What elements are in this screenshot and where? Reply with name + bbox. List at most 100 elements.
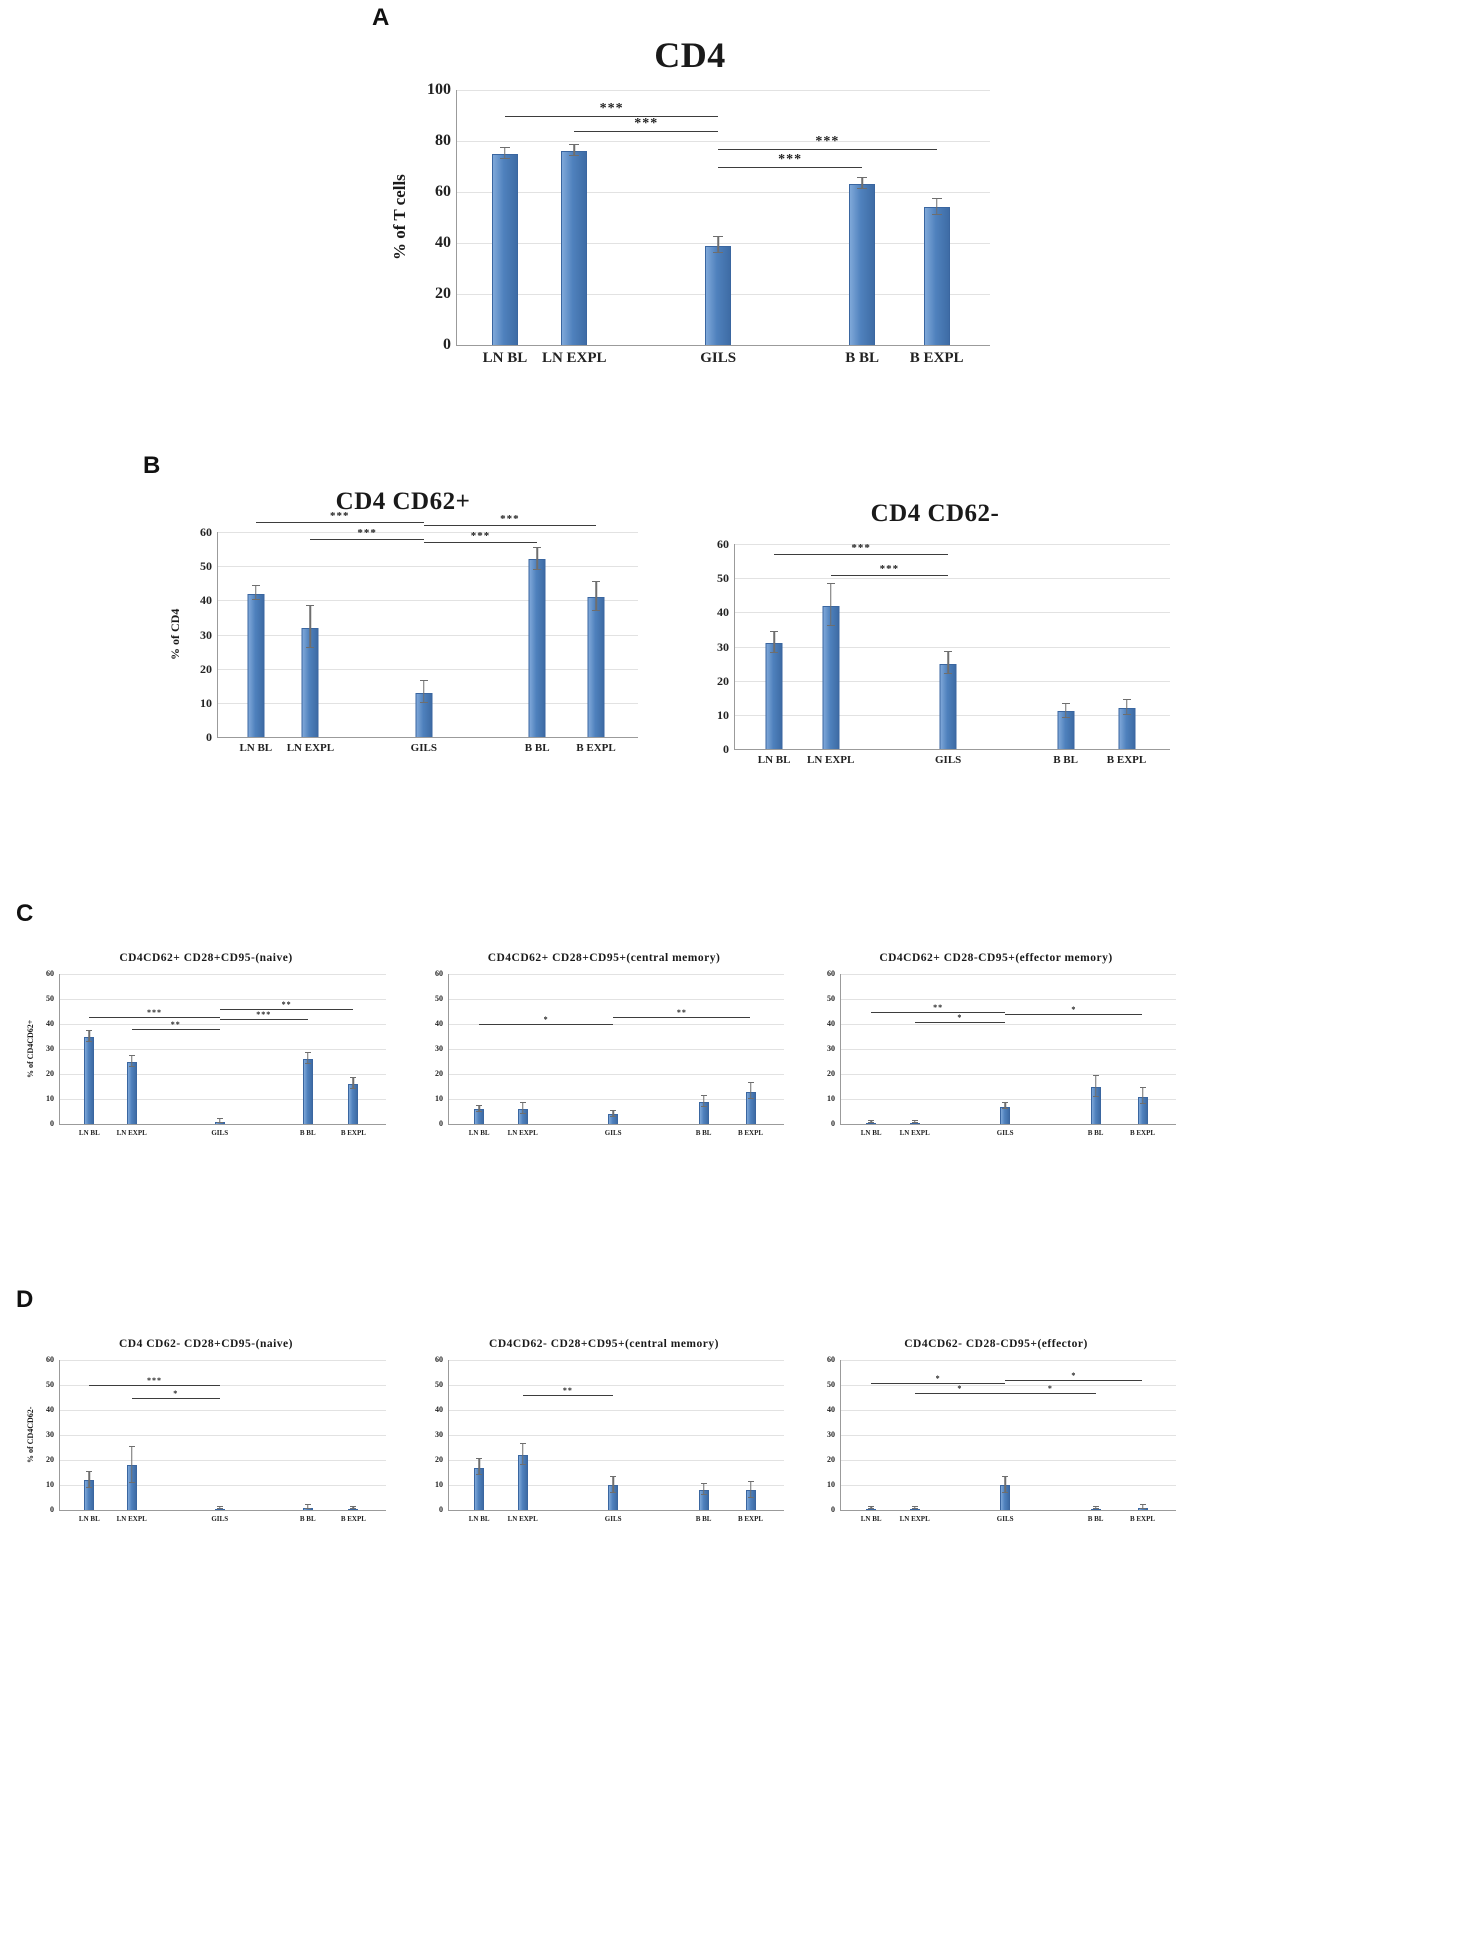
error-bar — [216, 1118, 223, 1123]
y-tick-label: 60 — [435, 969, 443, 978]
gridline — [449, 1410, 784, 1411]
y-tick-label: 80 — [435, 132, 451, 149]
gridline — [218, 600, 638, 602]
bar — [866, 1122, 877, 1124]
bar — [302, 1059, 313, 1124]
significance-label: ** — [676, 1007, 687, 1017]
chart-body: % of CD4CD62+ 0 10 20 30 40 50 60 LN BL LN EXPL GI… — [26, 970, 386, 1137]
significance-bracket: *** — [574, 116, 719, 132]
plot-area: 0 10 20 30 40 50 60 LN BL LN EXPL GILS B BL B EXPL *… — [827, 1356, 1176, 1523]
gridline — [457, 192, 990, 193]
significance-bracket: *** — [830, 563, 949, 576]
y-tick-label: 20 — [717, 673, 729, 688]
plot-area: 0 10 20 30 40 50 60 LN BL LN EXPL GILS B BL B EXPL *… — [717, 538, 1170, 766]
x-tick-label: LN EXPL — [899, 1515, 930, 1523]
significance-bracket: *** — [219, 1011, 308, 1020]
x-tick-label: B BL — [845, 350, 879, 366]
gridline — [841, 1410, 1176, 1411]
chart-body: 0 10 20 30 40 50 60 LN BL LN EXPL GILS B BL B EXPL *… — [816, 970, 1176, 1137]
y-tick-label: 30 — [46, 1044, 54, 1053]
gridline — [841, 1385, 1176, 1386]
significance-label: * — [957, 1012, 963, 1022]
significance-bracket: *** — [89, 1377, 220, 1386]
y-tick-label: 20 — [435, 1069, 443, 1078]
y-tick-label: 60 — [827, 1355, 835, 1364]
significance-label: *** — [851, 542, 871, 555]
significance-bracket: * — [479, 1016, 614, 1025]
significance-bracket: * — [1005, 1384, 1096, 1394]
y-tick-label: 40 — [46, 1019, 54, 1028]
x-tick-label: B EXPL — [340, 1515, 366, 1523]
chart-title: CD4 — [654, 35, 726, 75]
x-tick-label: B EXPL — [909, 350, 964, 366]
error-bar — [306, 605, 315, 649]
gridline — [841, 1099, 1176, 1100]
gridline — [60, 1024, 386, 1025]
error-bar — [1002, 1475, 1009, 1493]
x-tick-label: B BL — [1087, 1515, 1104, 1523]
y-tick-label: 0 — [723, 742, 729, 756]
plot-area: 0 10 20 30 40 50 60 LN BL LN EXPL GILS B BL B EXPL *… — [435, 970, 784, 1137]
bar — [822, 605, 840, 749]
gridline — [218, 532, 638, 533]
y-tick-label: 10 — [435, 1094, 443, 1103]
x-tick-label: GILS — [996, 1515, 1014, 1523]
x-tick-label: B BL — [1087, 1129, 1104, 1137]
panel-label-c: C — [16, 900, 34, 927]
y-tick-label: 20 — [46, 1455, 54, 1464]
x-tick-label: LN EXPL — [507, 1129, 538, 1137]
bar — [765, 643, 783, 749]
bar — [348, 1508, 359, 1510]
significance-bracket: *** — [718, 152, 863, 168]
error-bar — [944, 651, 953, 674]
gridline — [449, 1049, 784, 1050]
error-bar — [128, 1054, 135, 1067]
significance-bracket: *** — [89, 1008, 220, 1018]
error-bar — [931, 197, 942, 215]
y-tick-label: 10 — [827, 1480, 835, 1489]
x-tick-label: B BL — [695, 1129, 712, 1137]
x-tick-label: GILS — [996, 1129, 1014, 1137]
x-tick-label: GILS — [211, 1129, 229, 1137]
chart-cd4-cd62-negative: CD4 CD62- 0 10 20 30 40 50 60 LN BL LN EXPL GILS B … — [700, 500, 1170, 766]
significance-label: * — [1071, 1371, 1077, 1380]
significance-bracket: *** — [718, 134, 937, 150]
significance-bracket: *** — [310, 527, 424, 540]
error-bar — [911, 1120, 918, 1124]
error-bar — [350, 1077, 357, 1089]
x-tick-label: B BL — [299, 1129, 316, 1137]
error-bar — [911, 1506, 918, 1510]
x-tick-label: B BL — [1053, 754, 1078, 766]
x-tick-label: GILS — [604, 1129, 622, 1137]
error-bar — [700, 1094, 707, 1107]
significance-label: ** — [933, 1002, 944, 1012]
significance-label: * — [543, 1015, 549, 1024]
error-bar — [868, 1120, 875, 1124]
gridline — [449, 1385, 784, 1386]
significance-bracket: * — [1005, 1372, 1143, 1381]
gridline — [60, 1385, 386, 1386]
y-tick-label: 50 — [717, 571, 729, 586]
y-tick-label: 60 — [717, 537, 729, 551]
chart-body: % of CD4 0 10 20 30 40 50 60 LN BL LN EXPL GILS B B… — [168, 510, 638, 754]
gridline — [60, 1049, 386, 1050]
y-axis-label: % of CD4CD62+ — [26, 1019, 35, 1079]
error-bar — [419, 680, 428, 703]
bar — [587, 596, 605, 737]
chart-title: CD4CD62+ CD28-CD95+(effector memory) — [879, 952, 1113, 964]
gridline — [735, 612, 1170, 614]
x-tick-label: B EXPL — [1106, 754, 1147, 766]
gridline — [449, 1435, 784, 1436]
y-tick-label: 40 — [46, 1405, 54, 1414]
chart-title: CD4 CD62- CD28+CD95-(naive) — [118, 1338, 293, 1350]
significance-bracket: ** — [613, 1008, 751, 1018]
y-tick-label: 50 — [46, 994, 54, 1003]
x-tick-label: B EXPL — [1129, 1129, 1156, 1137]
gridline — [841, 999, 1176, 1000]
plot-area: 0 10 20 30 40 50 60 LN BL LN EXPL GILS B BL B EXPL *… — [200, 510, 638, 754]
bar — [561, 151, 588, 345]
y-tick-label: 0 — [831, 1505, 835, 1514]
x-tick-label: B EXPL — [737, 1129, 764, 1137]
chart-body: 0 10 20 30 40 50 60 LN BL LN EXPL GILS B BL B EXPL *… — [700, 538, 1170, 766]
gridline — [449, 974, 784, 975]
